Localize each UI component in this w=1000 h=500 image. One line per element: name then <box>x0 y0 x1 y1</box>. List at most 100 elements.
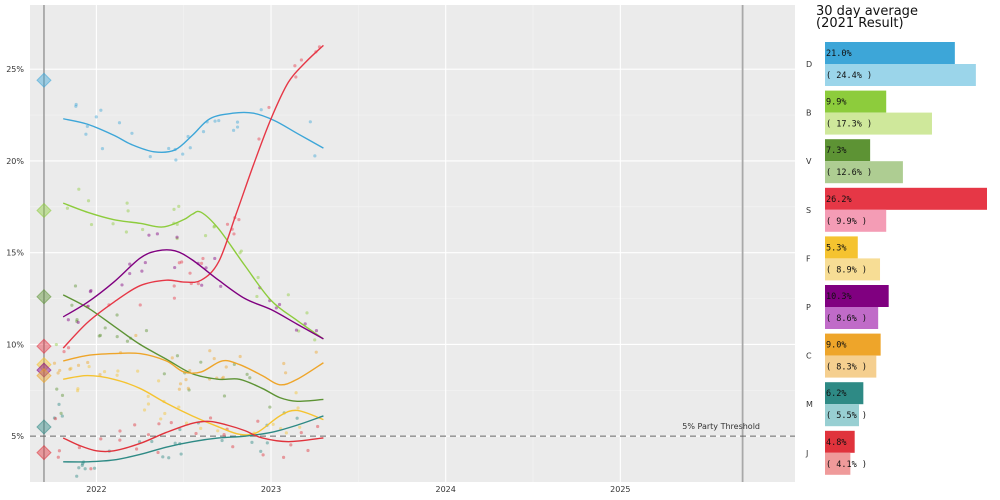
poll-dot <box>268 405 272 409</box>
poll-dot <box>177 405 181 409</box>
result-diamond-f <box>36 356 52 373</box>
poll-dot <box>313 154 317 158</box>
poll-dot <box>142 408 147 412</box>
poll-dot <box>188 369 192 373</box>
poll-dot <box>60 393 65 397</box>
poll-dot <box>173 441 177 445</box>
poll-dot <box>222 394 227 398</box>
poll-dot <box>115 335 119 339</box>
poll-dot <box>175 235 179 239</box>
poll-dot <box>125 201 129 205</box>
poll-dot <box>181 152 185 156</box>
poll-dot <box>99 437 103 441</box>
poll-dot <box>256 275 260 280</box>
poll-dot <box>299 430 303 435</box>
bar-category-label: F <box>806 254 811 263</box>
result-bar-label: ( 17.3% ) <box>826 120 872 130</box>
poll-dot <box>118 438 122 442</box>
poll-dot <box>283 371 288 375</box>
poll-dot <box>52 361 57 365</box>
result-bar <box>825 64 976 86</box>
poll-dot <box>219 284 223 288</box>
result-diamond-c <box>36 367 52 384</box>
poll-dot <box>97 334 101 338</box>
poll-dot <box>85 124 89 129</box>
poll-dot <box>199 360 203 364</box>
poll-dot <box>115 373 119 377</box>
poll-dot <box>178 382 183 386</box>
poll-dot <box>314 328 319 333</box>
poll-dot <box>66 346 71 350</box>
poll-dot <box>259 449 263 453</box>
poll-dot <box>299 58 304 62</box>
trend-line-b <box>62 202 324 340</box>
poll-dot <box>213 256 217 261</box>
bar-category-label: B <box>806 109 812 118</box>
poll-dot <box>261 453 265 457</box>
result-bar <box>825 161 903 184</box>
poll-dot <box>256 419 260 423</box>
poll-dot <box>208 416 213 420</box>
poll-dot <box>118 429 122 433</box>
poll-dot <box>284 431 288 435</box>
poll-dot <box>186 386 190 390</box>
poll-dot <box>146 394 150 398</box>
y-tick-label: 25% <box>6 65 24 74</box>
poll-dot <box>173 265 177 270</box>
threshold-label: 5% Party Threshold <box>682 422 760 431</box>
poll-dot <box>271 422 275 426</box>
result-diamond-m <box>36 419 52 435</box>
poll-dot <box>140 269 144 273</box>
poll-dot <box>167 146 171 151</box>
poll-dot <box>295 416 299 420</box>
poll-dot <box>74 102 78 107</box>
poll-dot <box>180 260 184 264</box>
poll-dot <box>98 373 102 377</box>
poll-dot <box>102 370 107 374</box>
poll-dot <box>265 441 269 445</box>
poll-dot <box>231 445 235 449</box>
plot-panel: 5% 10% 15% 20% 25% 2022 2023 2024 2025 5% Party T… <box>6 5 795 494</box>
poll-dot <box>98 333 103 337</box>
poll-dot <box>222 433 226 437</box>
poll-dot <box>177 204 181 208</box>
poll-dot <box>77 187 81 191</box>
poll-dot <box>204 266 208 270</box>
bar-category-label: V <box>806 157 812 166</box>
poll-dot <box>316 424 320 429</box>
result-bar <box>825 209 887 232</box>
poll-dot <box>80 463 84 467</box>
poll-dot <box>137 440 142 444</box>
poll-dot <box>83 467 87 471</box>
average-bar <box>825 285 889 307</box>
poll-dot <box>141 227 145 232</box>
poll-dot <box>200 283 204 287</box>
poll-dot <box>169 420 173 425</box>
poll-dot <box>303 322 307 326</box>
poll-dot <box>305 311 309 315</box>
average-bar-label: 9.9% <box>826 98 846 108</box>
poll-dot <box>75 317 79 322</box>
poll-dot <box>220 438 224 443</box>
result-bar-label: ( 12.6% ) <box>826 168 872 178</box>
result-bar-label: ( 8.3% ) <box>826 363 867 373</box>
poll-dot <box>188 146 192 150</box>
poll-dot <box>238 354 242 359</box>
poll-dot <box>99 108 103 112</box>
result-bar-label: ( 8.9% ) <box>826 265 867 275</box>
poll-dot <box>52 416 57 420</box>
poll-dot <box>143 260 147 265</box>
poll-dot <box>155 232 159 236</box>
poll-dot <box>115 313 119 317</box>
poll-dot <box>237 218 241 222</box>
average-bar-label: 5.3% <box>826 243 846 253</box>
poll-dot <box>175 236 179 241</box>
average-bar <box>825 236 858 259</box>
average-bar-label: 26.2% <box>826 195 852 205</box>
result-bar-label: ( 24.4% ) <box>826 71 872 81</box>
poll-dot <box>179 452 183 456</box>
poll-dot <box>100 147 105 151</box>
result-diamond-j <box>36 444 52 461</box>
poll-dot <box>157 422 161 426</box>
